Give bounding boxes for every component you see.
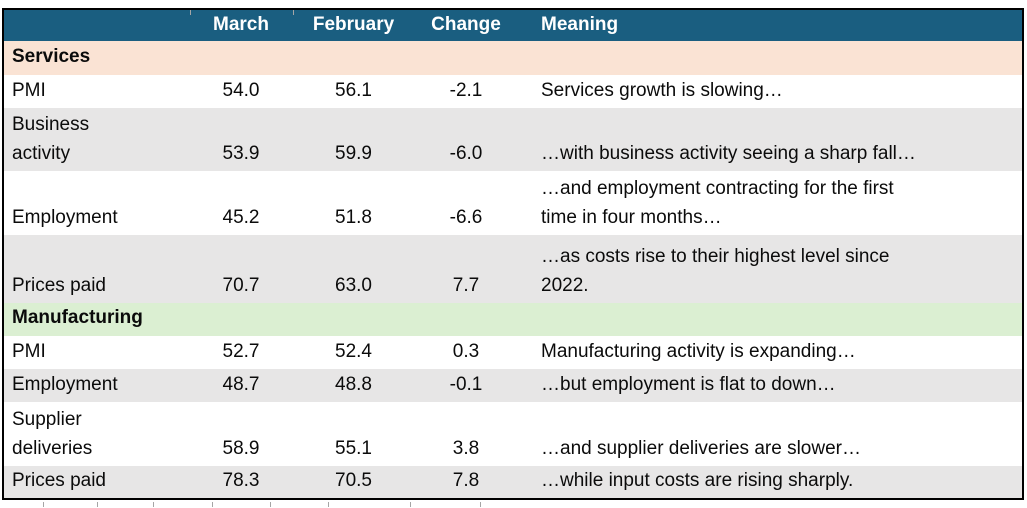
cell-label: Prices paid [3, 466, 186, 499]
cell-meaning: …and supplier deliveries are slower… [541, 438, 861, 459]
cell-label: Employment [3, 369, 186, 402]
section-row-services: Services [3, 41, 1023, 75]
column-header-march: March [186, 9, 296, 41]
cell-meaning: …but employment is flat to down… [521, 369, 1023, 402]
cell-label: Business activity [3, 108, 186, 171]
column-header-meaning: Meaning [521, 9, 1023, 41]
cell-march: 48.7 [186, 369, 296, 402]
cell-label: Prices paid [3, 235, 186, 303]
cell-february: 63.0 [296, 235, 411, 303]
cell-change: -0.1 [411, 369, 521, 402]
cell-change: 3.8 [452, 438, 480, 459]
gridline-tick [153, 502, 154, 507]
cell-march: 58.9 [222, 438, 260, 459]
cell-meaning: Services growth is slowing… [541, 80, 783, 101]
column-header-february: February [296, 9, 411, 41]
cell-march: 52.7 [222, 341, 260, 362]
cell-label: PMI [12, 341, 46, 362]
cell-change: 0.3 [452, 341, 480, 362]
cell-meaning: …as costs rise to their highest level si… [521, 235, 1023, 303]
table-row: PMI 54.0 56.1 -2.1 Services growth is slowin… [3, 75, 1023, 108]
cell-change: -2.1 [449, 80, 483, 101]
gridline-tick [328, 502, 329, 507]
gridline-tick [97, 502, 98, 507]
cell-change: -6.6 [449, 207, 483, 228]
cell-march: 54.0 [222, 80, 260, 101]
cell-label: Supplier deliveries [12, 409, 93, 459]
section-label: Services [3, 41, 1023, 75]
cell-label: PMI [12, 80, 46, 101]
column-header-change: Change [411, 9, 521, 41]
cell-march: 45.2 [222, 207, 260, 228]
gridline-tick [293, 10, 294, 15]
table-row: Employment 48.7 48.8 -0.1 …but employment is… [3, 369, 1023, 402]
cell-february: 59.9 [296, 108, 411, 171]
section-row-manufacturing: Manufacturing [3, 303, 1023, 336]
cell-february: 56.1 [335, 80, 372, 101]
section-label: Manufacturing [3, 303, 1023, 336]
gridline-tick [480, 502, 481, 507]
cell-meaning: …and employment contracting for the firs… [541, 178, 894, 228]
cell-february: 51.8 [335, 207, 372, 228]
pmi-data-table: March February Change Meaning Services PM… [2, 8, 1024, 500]
table-row: Prices paid 78.3 70.5 7.8 …while input costs… [3, 466, 1023, 499]
cell-march: 70.7 [186, 235, 296, 303]
cell-march: 78.3 [186, 466, 296, 499]
cell-meaning: Manufacturing activity is expanding… [541, 341, 856, 362]
cell-change: -6.0 [411, 108, 521, 171]
table-row: Employment 45.2 51.8 -6.6 …and employment co… [3, 171, 1023, 235]
page: { "chart_data": { "type": "table", "colu… [0, 8, 1027, 508]
cell-march: 53.9 [186, 108, 296, 171]
column-header-item [3, 9, 186, 41]
cell-february: 52.4 [335, 341, 372, 362]
cell-change: 7.7 [411, 235, 521, 303]
gridline-tick [190, 10, 191, 15]
gridline-tick [212, 502, 213, 507]
cell-meaning: …while input costs are rising sharply. [521, 466, 1023, 499]
table-row: PMI 52.7 52.4 0.3 Manufacturing activity is … [3, 336, 1023, 369]
table-row: Business activity 53.9 59.9 -6.0 …with busin… [3, 108, 1023, 171]
cell-february: 55.1 [335, 438, 372, 459]
gridline-tick [410, 502, 411, 507]
cell-february: 48.8 [296, 369, 411, 402]
gridline-tick [270, 502, 271, 507]
cell-meaning: …with business activity seeing a sharp f… [521, 108, 1023, 171]
cell-february: 70.5 [296, 466, 411, 499]
gridline-tick [43, 502, 44, 507]
table-row: Supplier deliveries 58.9 55.1 3.8 …and suppl… [3, 402, 1023, 466]
table-header-row: March February Change Meaning [3, 9, 1023, 41]
cell-change: 7.8 [411, 466, 521, 499]
table-row: Prices paid 70.7 63.0 7.7 …as costs rise to … [3, 235, 1023, 303]
cell-label: Employment [12, 207, 118, 228]
